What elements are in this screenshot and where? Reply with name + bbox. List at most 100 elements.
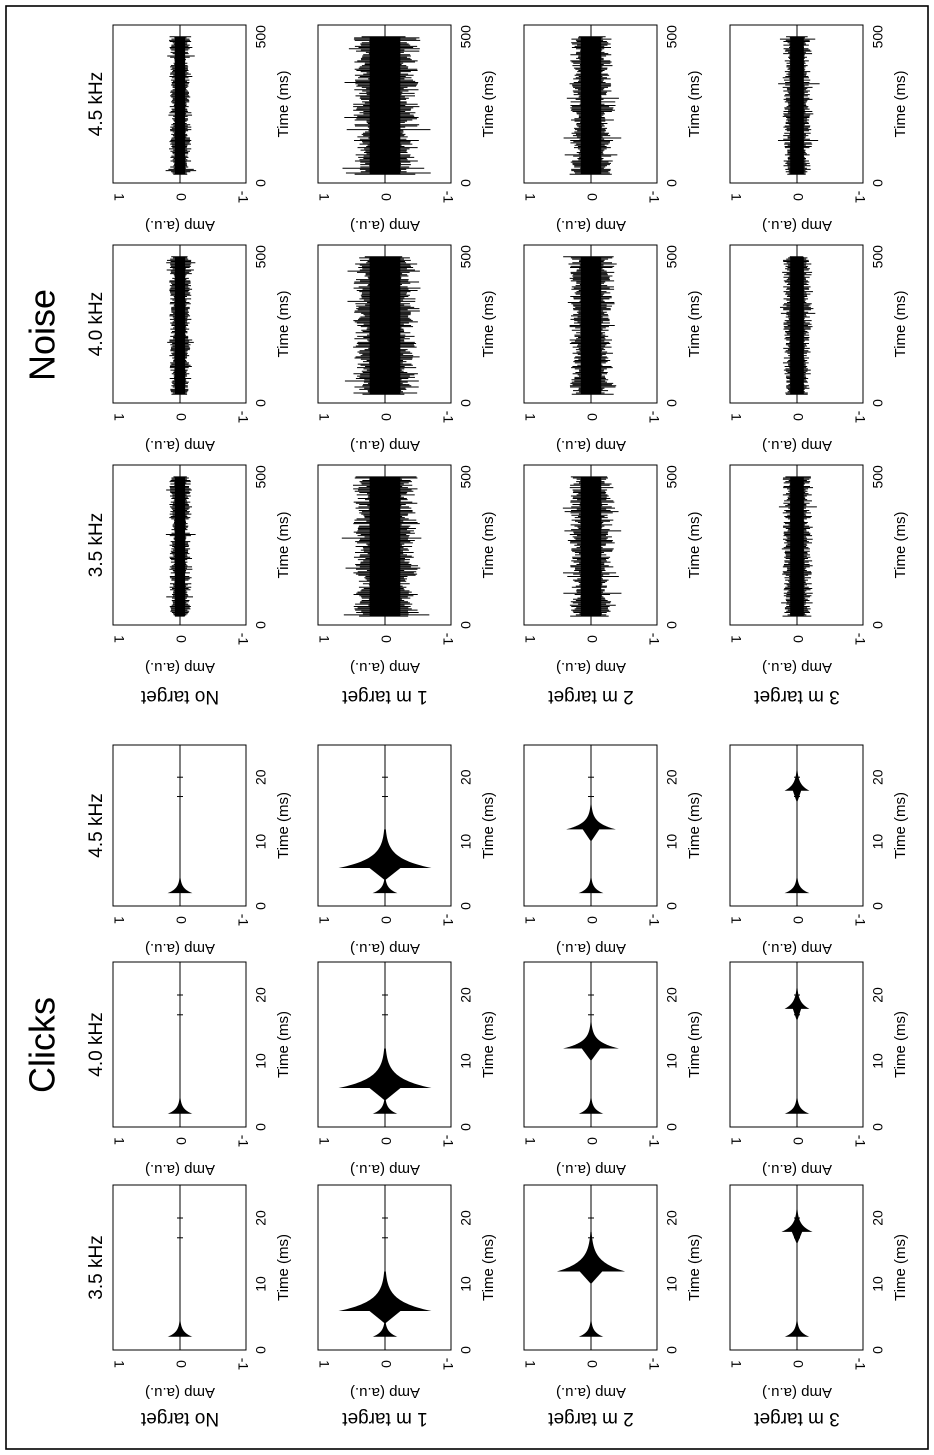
y-tick-label: -1	[646, 191, 662, 204]
y-tick-label: 1	[728, 193, 744, 201]
x-tick-label: 0	[870, 179, 886, 187]
x-axis-label: Time (ms)	[686, 1234, 703, 1301]
click-onset-ramp	[368, 867, 402, 881]
y-axis-label: Amp (a.u.)	[145, 1384, 215, 1401]
y-tick-label: 0	[173, 413, 189, 421]
click-onset-ramp	[368, 1087, 402, 1101]
noise-core	[580, 36, 602, 175]
y-tick-label: 1	[522, 1137, 538, 1145]
condition-label: 1 m target	[342, 686, 428, 707]
x-tick-label: 10	[664, 1276, 680, 1292]
y-axis-label: Amp (a.u.)	[556, 437, 626, 454]
noise-core	[174, 256, 186, 395]
y-axis-label: Amp (a.u.)	[762, 217, 832, 234]
noise-core	[369, 476, 401, 617]
x-tick-label: 0	[458, 902, 474, 910]
y-tick-label: 1	[316, 1137, 332, 1145]
y-axis-label: Amp (a.u.)	[145, 1161, 215, 1178]
x-axis-label: Time (ms)	[892, 1234, 909, 1301]
x-tick-label: 10	[870, 1053, 886, 1069]
click-envelope	[566, 803, 616, 830]
y-tick-label: 1	[111, 635, 127, 643]
click-envelope	[784, 873, 810, 894]
condition-label: 2 m target	[548, 686, 634, 707]
x-axis-label: Time (ms)	[480, 1011, 497, 1078]
click-envelope	[372, 1094, 398, 1114]
x-tick-label: 500	[253, 245, 269, 269]
y-tick-label: 1	[111, 1360, 127, 1368]
condition-label: No target	[140, 1408, 219, 1429]
noise-core	[369, 36, 401, 175]
click-envelope	[578, 873, 604, 894]
x-axis-label: Time (ms)	[480, 792, 497, 859]
x-tick-label: 0	[253, 1346, 269, 1354]
x-tick-label: 0	[664, 179, 680, 187]
y-tick-label: 1	[316, 635, 332, 643]
click-envelope	[784, 982, 810, 1009]
x-tick-label: 500	[870, 25, 886, 49]
frequency-label: 3.5 kHz	[86, 513, 107, 577]
noise-core	[790, 36, 804, 175]
x-tick-label: 0	[458, 179, 474, 187]
y-tick-label: -1	[235, 411, 251, 424]
y-axis-label: Amp (a.u.)	[762, 659, 832, 676]
y-tick-label: 0	[378, 413, 394, 421]
x-tick-label: 20	[253, 987, 269, 1003]
x-tick-label: 0	[253, 902, 269, 910]
y-tick-label: 1	[111, 413, 127, 421]
y-tick-label: 0	[790, 193, 806, 201]
y-axis-label: Amp (a.u.)	[762, 940, 832, 957]
x-axis-label: Time (ms)	[275, 71, 292, 138]
x-tick-label: 500	[458, 25, 474, 49]
y-tick-label: 1	[316, 916, 332, 924]
x-tick-label: 20	[664, 769, 680, 785]
x-tick-label: 500	[458, 245, 474, 269]
y-axis-label: Amp (a.u.)	[350, 940, 420, 957]
y-tick-label: -1	[646, 411, 662, 424]
x-axis-label: Time (ms)	[686, 291, 703, 358]
x-tick-label: 20	[253, 1210, 269, 1226]
x-tick-label: 0	[870, 902, 886, 910]
x-axis-label: Time (ms)	[480, 1234, 497, 1301]
x-tick-label: 500	[664, 25, 680, 49]
y-tick-label: 0	[584, 1360, 600, 1368]
y-tick-label: 0	[790, 635, 806, 643]
x-tick-label: 0	[664, 1123, 680, 1131]
y-axis-label: Amp (a.u.)	[145, 940, 215, 957]
y-tick-label: -1	[440, 914, 456, 927]
click-envelope	[167, 1094, 193, 1114]
y-tick-label: -1	[440, 1358, 456, 1371]
y-tick-label: 0	[790, 916, 806, 924]
y-tick-label: 1	[522, 193, 538, 201]
x-tick-label: 20	[253, 769, 269, 785]
click-envelope	[781, 1205, 813, 1232]
y-tick-label: -1	[235, 191, 251, 204]
click-onset-ramp	[579, 1270, 603, 1284]
x-tick-label: 10	[253, 1276, 269, 1292]
y-tick-label: 0	[378, 1360, 394, 1368]
y-tick-label: 0	[173, 635, 189, 643]
y-tick-label: 0	[378, 635, 394, 643]
click-envelope	[372, 873, 398, 894]
y-axis-label: Amp (a.u.)	[556, 659, 626, 676]
click-onset-ramp	[368, 1310, 402, 1324]
x-axis-label: Time (ms)	[480, 512, 497, 579]
x-tick-label: 500	[458, 465, 474, 489]
click-envelope	[784, 1317, 810, 1337]
condition-label: 3 m target	[754, 686, 840, 707]
y-tick-label: 0	[790, 413, 806, 421]
y-axis-label: Amp (a.u.)	[350, 217, 420, 234]
